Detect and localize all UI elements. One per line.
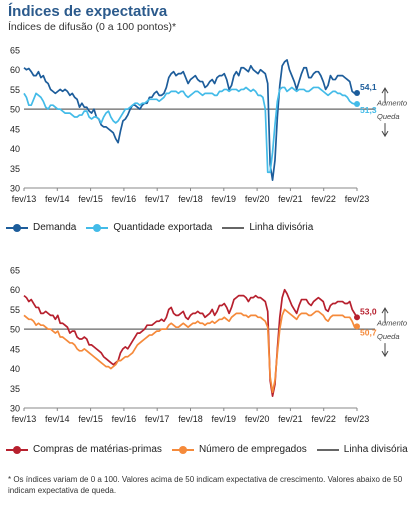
legend-item: Quantidade exportada	[86, 222, 212, 233]
footnote: * Os índices variam de 0 a 100. Valores …	[8, 475, 403, 495]
x-tick-label: fev/16	[112, 194, 137, 204]
chart-bottom: 30 35 40 45 50 55 60 65 fev/13 fev/14 fev/15 fev/16…	[10, 266, 407, 425]
series-line-1	[23, 86, 355, 174]
arrow-up-head-icon	[381, 307, 389, 314]
y-tick-label: 65	[10, 46, 20, 56]
y-tick-label: 30	[10, 404, 20, 414]
x-tick-label: fev/14	[45, 194, 70, 204]
series-end-marker	[354, 101, 360, 108]
chart-top: 30 35 40 45 50 55 60 65 fev/13 fev/14 fev/15 fev/16…	[10, 46, 407, 205]
legend-item: Compras de matérias-primas	[6, 444, 162, 455]
x-tick-label: fev/22	[311, 414, 336, 424]
legend-item: Número de empregados	[171, 444, 307, 455]
legend-swatch	[222, 223, 245, 233]
arrow-up-head-icon	[381, 87, 389, 94]
series-end-marker	[354, 323, 360, 330]
legend-label: Quantidade exportada	[113, 222, 213, 233]
x-tick-label: fev/20	[245, 194, 270, 204]
chart-title: Índices de expectativa	[8, 3, 168, 20]
x-tick-label: fev/19	[212, 194, 237, 204]
x-tick-label: fev/16	[112, 414, 137, 424]
y-tick-label: 50	[10, 325, 20, 335]
legend-item: Linha divisória	[316, 444, 408, 455]
x-tick-label: fev/21	[278, 194, 303, 204]
y-tick-label: 35	[10, 384, 20, 394]
legend-swatch	[6, 445, 28, 455]
x-tick-label: fev/23	[345, 414, 370, 424]
legend-label: Linha divisória	[249, 222, 314, 233]
legend-label: Compras de matérias-primas	[33, 444, 162, 455]
legend-label: Linha divisória	[343, 444, 408, 455]
annotation-down: Queda	[377, 332, 400, 341]
y-tick-label: 30	[10, 184, 20, 194]
annotation-up: Aumento	[376, 319, 407, 328]
y-tick-label: 60	[10, 285, 20, 295]
x-tick-label: fev/20	[245, 414, 270, 424]
y-tick-label: 60	[10, 65, 20, 75]
series-line-0	[23, 59, 358, 181]
y-tick-label: 40	[10, 364, 20, 374]
legend-item: Linha divisória	[222, 222, 313, 233]
x-tick-label: fev/18	[178, 194, 203, 204]
x-tick-label: fev/14	[45, 414, 70, 424]
x-tick-label: fev/17	[145, 414, 170, 424]
x-tick-label: fev/23	[345, 194, 370, 204]
legend-swatch	[171, 445, 194, 455]
series-end-marker	[354, 89, 360, 96]
x-tick-label: fev/15	[78, 194, 103, 204]
y-tick-label: 45	[10, 344, 20, 354]
annotation-up: Aumento	[376, 99, 407, 108]
y-tick-label: 50	[10, 105, 20, 115]
y-tick-label: 55	[10, 305, 20, 315]
series-end-marker	[354, 314, 360, 321]
series-end-label: 53,0	[360, 306, 377, 316]
x-tick-label: fev/22	[311, 194, 336, 204]
legend-swatch	[86, 223, 109, 233]
x-tick-label: fev/19	[212, 414, 237, 424]
x-tick-label: fev/21	[278, 414, 303, 424]
series-end-label: 50,7	[360, 327, 377, 337]
legend-bottom: Compras de matérias-primas Número de empr…	[6, 444, 417, 455]
x-tick-label: fev/13	[12, 194, 37, 204]
y-tick-label: 65	[10, 266, 20, 276]
y-tick-label: 45	[10, 124, 20, 134]
y-tick-label: 55	[10, 85, 20, 95]
series-end-label: 51,3	[360, 105, 377, 115]
arrow-down-head-icon	[381, 350, 389, 358]
series-end-label: 54,1	[360, 82, 377, 92]
arrow-down-head-icon	[381, 130, 389, 138]
legend-label: Demanda	[33, 222, 77, 233]
legend-top: Demanda Quantidade exportada Linha divisór…	[6, 222, 323, 233]
legend-swatch	[316, 445, 339, 455]
y-tick-label: 35	[10, 164, 20, 174]
series-line-2	[23, 288, 358, 398]
legend-item: Demanda	[6, 222, 76, 233]
x-tick-label: fev/18	[178, 414, 203, 424]
x-tick-label: fev/13	[12, 414, 37, 424]
x-tick-label: fev/17	[145, 194, 170, 204]
annotation-down: Queda	[377, 112, 400, 121]
y-tick-label: 40	[10, 144, 20, 154]
x-tick-label: fev/15	[78, 414, 103, 424]
chart-subtitle: Índices de difusão (0 a 100 pontos)*	[8, 21, 177, 33]
legend-swatch	[6, 223, 28, 233]
series-line-3	[23, 308, 358, 394]
legend-label: Número de empregados	[198, 444, 307, 455]
